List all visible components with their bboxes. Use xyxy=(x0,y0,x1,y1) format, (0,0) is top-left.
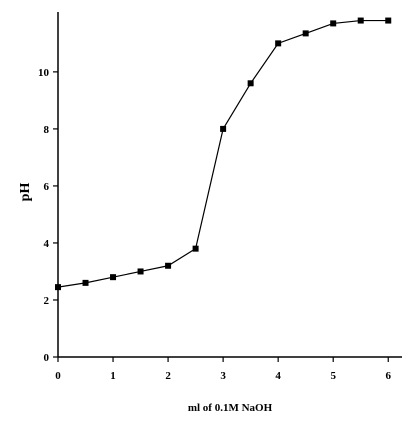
y-tick-label: 2 xyxy=(44,295,50,307)
data-point-marker xyxy=(110,274,117,281)
x-ticks: 0 1 2 3 4 5 6 xyxy=(55,357,391,382)
data-point-marker xyxy=(137,268,144,275)
x-tick-label: 3 xyxy=(220,370,226,382)
data-point-marker xyxy=(55,284,61,291)
y-axis-title: pH xyxy=(18,183,33,202)
y-tick-label: 8 xyxy=(44,124,50,136)
data-point-marker xyxy=(302,30,309,37)
x-tick-label: 5 xyxy=(330,370,336,382)
y-ticks: 0 2 4 6 8 10 xyxy=(38,67,58,364)
x-tick-label: 2 xyxy=(165,370,171,382)
x-axis-title: ml of 0.1M NaOH xyxy=(188,402,273,414)
y-tick-label: 0 xyxy=(44,352,50,364)
data-point-marker xyxy=(165,262,172,269)
series-markers xyxy=(55,17,392,291)
data-point-marker xyxy=(275,40,282,47)
x-tick-label: 1 xyxy=(110,370,116,382)
y-tick-label: 10 xyxy=(38,67,50,79)
x-tick-label: 4 xyxy=(275,370,281,382)
y-tick-label: 6 xyxy=(44,181,50,193)
data-point-marker xyxy=(192,245,199,252)
y-tick-label: 4 xyxy=(44,238,50,250)
x-tick-label: 6 xyxy=(385,370,391,382)
data-point-marker xyxy=(357,17,364,24)
data-point-marker xyxy=(82,279,89,286)
series-line xyxy=(57,19,389,288)
data-point-marker xyxy=(247,80,254,87)
data-point-marker xyxy=(385,17,392,24)
data-point-marker xyxy=(220,125,227,132)
data-point-marker xyxy=(330,20,337,27)
plot-area: 0 2 4 6 8 10 0 1 2 3 4 5 6 xyxy=(38,12,402,382)
x-tick-label: 0 xyxy=(55,370,61,382)
